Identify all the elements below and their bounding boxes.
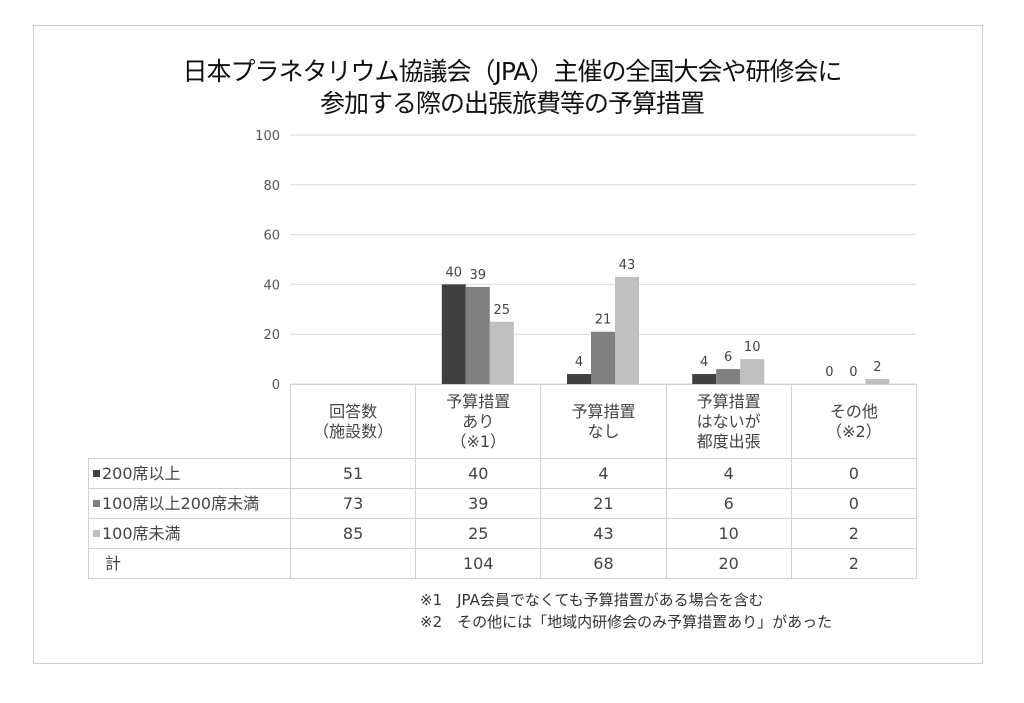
table-cell: 4 (665, 458, 792, 489)
table-cell: 4 (540, 458, 667, 489)
row-label: 計 (88, 548, 291, 579)
data-label: 25 (494, 303, 511, 318)
data-label: 0 (849, 365, 857, 380)
table-cell: 40 (415, 458, 542, 489)
table-cell: 21 (540, 488, 667, 519)
row-label: 200席以上 (88, 458, 291, 489)
category-header: その他 （※2） (790, 384, 917, 459)
table-cell: 39 (415, 488, 542, 519)
chart-title-line-1: 日本プラネタリウム協議会（JPA）主催の全国大会や研修会に (182, 57, 843, 86)
data-label: 40 (446, 265, 463, 280)
footnote-1: ※1 JPA会員でなくても予算措置がある場合を含む (420, 591, 764, 609)
data-label: 43 (619, 258, 636, 273)
bar (692, 374, 717, 384)
chart-title-line-2: 参加する際の出張旅費等の予算措置 (319, 89, 705, 118)
y-tick-label: 60 (263, 229, 280, 244)
legend-swatch (93, 470, 100, 477)
table-cell: 6 (665, 488, 792, 519)
y-tick-label: 0 (272, 378, 280, 393)
table-cell: 73 (290, 488, 417, 519)
data-label: 0 (825, 365, 833, 380)
y-tick-label: 80 (263, 179, 280, 194)
data-label: 6 (724, 350, 732, 365)
bar (591, 331, 615, 384)
row-label-text: 100席以上200席未満 (102, 493, 260, 513)
row-label: 100席以上200席未満 (88, 488, 291, 519)
category-header: 予算措置 あり （※1） (415, 384, 542, 459)
table-cell: 51 (290, 458, 417, 489)
bar (865, 379, 890, 384)
table-cell: 43 (540, 518, 667, 549)
data-label: 2 (873, 360, 881, 375)
table-cell (290, 548, 417, 579)
table-cell: 10 (665, 518, 792, 549)
row-label-text: 200席以上 (102, 463, 181, 483)
table-cell: 2 (790, 518, 917, 549)
y-tick-label: 40 (263, 278, 280, 293)
table-cell: 68 (540, 548, 667, 579)
bar (615, 276, 639, 384)
y-tick-label: 20 (263, 328, 280, 343)
chart-frame (33, 25, 983, 664)
bar (740, 359, 765, 384)
bar (441, 284, 466, 384)
table-cell: 2 (790, 548, 917, 579)
data-label: 21 (595, 313, 612, 328)
legend-swatch (93, 530, 100, 537)
table-cell: 0 (790, 488, 917, 519)
table-cell: 25 (415, 518, 542, 549)
row-label-text: 計 (105, 553, 122, 573)
table-cell: 20 (665, 548, 792, 579)
table-cell: 0 (790, 458, 917, 489)
row-label-text: 100席未満 (102, 523, 181, 543)
category-header: 予算措置 はないが 都度出張 (665, 384, 792, 459)
bar (716, 369, 741, 384)
category-header: 回答数 （施設数） (290, 384, 417, 459)
data-label: 4 (575, 355, 583, 370)
table-cell: 104 (415, 548, 542, 579)
bar (567, 374, 591, 384)
data-label: 10 (744, 340, 761, 355)
data-label: 4 (700, 355, 708, 370)
category-header: 予算措置 なし (540, 384, 667, 459)
legend-swatch (93, 500, 100, 507)
row-label: 100席未満 (88, 518, 291, 549)
data-label: 39 (470, 268, 487, 283)
bar (465, 286, 490, 384)
table-cell: 85 (290, 518, 417, 549)
y-tick-label: 100 (255, 129, 280, 144)
footnote-2: ※2 その他には「地域内研修会のみ予算措置あり」があった (420, 613, 833, 631)
bar (489, 321, 514, 384)
